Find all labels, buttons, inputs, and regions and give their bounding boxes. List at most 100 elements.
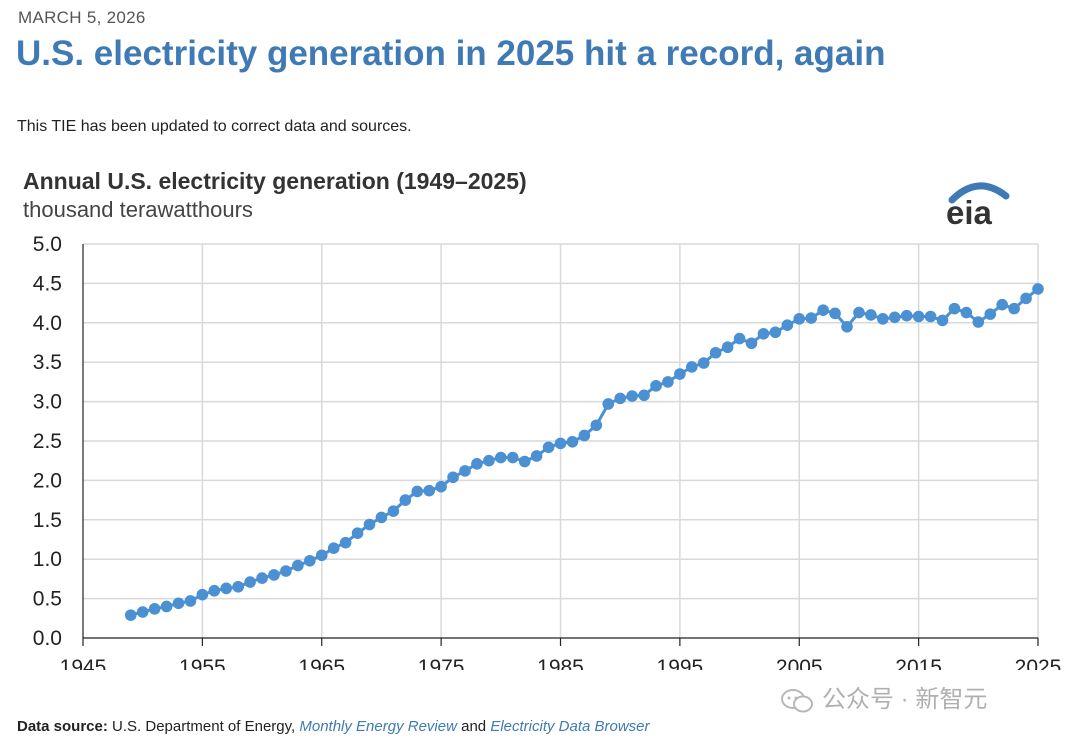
chart-unit-label: thousand terawatthours [23,197,253,222]
data-point [1008,302,1020,315]
data-point [268,569,280,581]
data-point [793,313,806,325]
y-tick-label: 2.5 [33,430,62,453]
x-tick-label: 1985 [537,656,584,670]
data-point [1032,283,1044,295]
data-point [614,392,626,405]
data-point [411,485,424,498]
data-point [423,484,435,497]
data-source-and: and [456,718,491,735]
data-point [184,595,197,607]
data-point [506,451,519,464]
data-point [877,313,889,325]
data-point [483,454,495,467]
data-point [172,597,185,610]
data-point [363,518,376,531]
data-point [327,542,340,554]
data-point [518,455,531,468]
data-point [399,494,412,506]
x-tick-label: 2005 [776,656,823,670]
x-tick-label: 1965 [298,656,345,670]
data-point [662,376,674,388]
data-point [733,332,746,345]
data-point [136,606,149,618]
data-source: Data source: U.S. Department of Energy, … [17,718,650,735]
x-tick-label: 1955 [179,656,226,670]
data-point [960,306,973,319]
data-point [984,308,997,320]
data-point [697,357,710,369]
y-tick-label: 1.0 [33,548,62,571]
data-point [124,609,137,621]
data-point [745,337,758,350]
chart-axes [82,244,1039,646]
data-point [471,458,483,470]
data-point [650,380,662,392]
data-point [160,600,173,613]
x-tick-label: 2015 [895,656,942,670]
y-tick-label: 0.5 [33,588,62,611]
data-point [459,465,471,477]
y-tick-label: 3.5 [33,351,62,374]
watermark: 公众号 · 新智元 [780,679,987,714]
data-point [626,390,638,402]
publish-date: MARCH 5, 2026 [18,8,146,27]
chart-title: Annual U.S. electricity generation (1949… [23,168,527,194]
chart-tick-labels: 0.0 0.5 1.0 1.5 2.0 2.5 3.0 3.5 4.0 4.5 5.0 1945 195… [33,233,1062,670]
data-point [435,480,447,493]
data-point [865,309,877,321]
monthly-energy-review-link[interactable]: Monthly Energy Review [299,718,457,735]
data-point [721,341,734,354]
chart-series [124,283,1044,621]
x-tick-label: 2025 [1015,656,1062,670]
data-point [542,441,555,454]
y-tick-label: 3.0 [33,391,62,414]
data-point [280,565,292,577]
eia-logo-arc-icon [948,182,1010,204]
data-point [292,559,304,572]
data-point [769,326,782,339]
data-point [709,346,722,359]
x-tick-label: 1975 [418,656,465,670]
eia-logo-text: eia [946,194,992,231]
data-point [315,549,328,562]
data-point [686,361,698,373]
data-point [829,307,841,320]
eia-logo[interactable]: eia [944,178,1014,231]
data-point [256,572,268,584]
data-point [781,319,794,331]
data-point [351,527,364,539]
data-point [757,328,770,340]
data-point [304,554,316,567]
x-tick-label: 1995 [657,656,704,670]
data-point [948,302,961,315]
data-point [387,505,400,517]
y-tick-label: 4.5 [33,272,62,295]
data-point [148,603,161,615]
electricity-data-browser-link[interactable]: Electricity Data Browser [490,718,650,735]
data-point [1020,292,1032,305]
data-point [900,309,913,322]
y-tick-label: 5.0 [33,233,62,256]
data-point [375,511,388,524]
watermark-text: 公众号 · 新智元 [822,686,988,713]
data-point [936,314,949,327]
series-line [130,287,1039,617]
data-point [220,582,233,595]
data-point [447,471,459,484]
data-point [972,316,985,328]
wechat-icon [781,688,813,713]
data-point [638,389,650,402]
data-point [817,304,829,316]
data-point [244,576,256,588]
data-point [590,419,603,432]
data-source-text: U.S. Department of Energy, [107,718,300,735]
line-chart: 0.0 0.5 1.0 1.5 2.0 2.5 3.0 3.5 4.0 4.5 5.0 1945 195… [33,233,1062,670]
x-tick-label: 1945 [60,656,107,670]
data-point [339,536,352,549]
y-tick-label: 4.0 [33,312,62,335]
data-point [674,368,686,380]
data-point [841,320,853,333]
data-point [853,306,865,319]
data-point [602,398,615,410]
